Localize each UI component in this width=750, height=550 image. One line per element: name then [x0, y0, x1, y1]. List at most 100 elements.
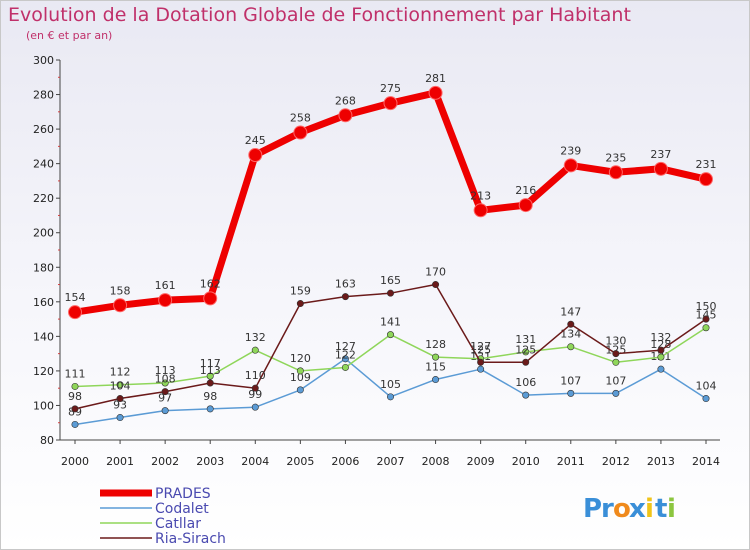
data-point [567, 389, 575, 397]
data-point [386, 393, 394, 401]
data-label: 158 [110, 284, 131, 297]
data-label: 99 [248, 388, 262, 401]
data-label: 141 [380, 316, 401, 329]
data-point [383, 96, 398, 111]
x-tick-label: 2014 [692, 455, 720, 468]
data-point [702, 395, 710, 403]
data-point [341, 355, 349, 363]
y-tick-label: 180 [33, 261, 54, 274]
data-label: 98 [203, 390, 217, 403]
data-label: 231 [696, 158, 717, 171]
y-tick-label: 80 [40, 434, 54, 447]
y-tick-label: 240 [33, 158, 54, 171]
data-point [432, 353, 440, 361]
data-label: 154 [65, 291, 86, 304]
chart-subtitle: (en € et par an) [26, 29, 112, 42]
series-prades: 154 158 161 162 245 258 268 275 281 213 216 239 235 2… [65, 72, 717, 320]
data-label: 109 [290, 371, 311, 384]
data-point [71, 382, 79, 390]
data-label: 125 [515, 343, 536, 356]
data-label: 107 [560, 374, 581, 387]
data-label: 105 [380, 378, 401, 391]
data-point [477, 365, 485, 373]
data-point [657, 346, 665, 354]
data-label: 113 [200, 364, 221, 377]
data-point [68, 305, 82, 320]
proxiti-logo: Pr ox i t i [583, 494, 676, 524]
data-label: 110 [245, 369, 266, 382]
data-point [161, 407, 169, 415]
x-tick-label: 2009 [467, 455, 495, 468]
x-tick-label: 2004 [241, 455, 269, 468]
data-label: 108 [155, 373, 176, 386]
data-point [608, 165, 623, 180]
y-tick-label: 280 [33, 89, 54, 102]
data-label: 122 [335, 348, 356, 361]
data-point [702, 315, 710, 323]
y-tick-label: 120 [33, 365, 54, 378]
data-label: 132 [245, 331, 266, 344]
data-label: 147 [560, 305, 581, 318]
legend-label-codalet: Codalet [155, 501, 209, 517]
logo-letter: P [583, 494, 602, 524]
data-label: 132 [650, 331, 671, 344]
data-point [296, 367, 304, 375]
data-label: 268 [335, 94, 356, 107]
data-label: 162 [200, 277, 221, 290]
data-point [296, 386, 304, 394]
data-point [612, 389, 620, 397]
data-label: 107 [605, 374, 626, 387]
data-point [293, 125, 308, 140]
data-point [341, 293, 349, 301]
data-label: 115 [425, 361, 446, 374]
y-tick-label: 100 [33, 399, 54, 412]
data-label: 128 [650, 338, 671, 351]
y-tick-label: 200 [33, 227, 54, 240]
data-point [161, 388, 169, 396]
x-tick-label: 2007 [377, 455, 405, 468]
data-point [518, 198, 533, 213]
data-label: 97 [158, 392, 172, 405]
data-point [71, 420, 79, 428]
data-label: 237 [650, 148, 671, 161]
logo-letter: r [601, 494, 614, 524]
data-point [206, 372, 214, 380]
logo-letter: t [655, 494, 667, 524]
data-point [296, 300, 304, 308]
data-label: 134 [560, 328, 581, 341]
x-tick-label: 2012 [602, 455, 630, 468]
series-layer: 8993979899109127105115121106107107121104… [65, 72, 717, 428]
data-point [386, 331, 394, 339]
data-label: 159 [290, 285, 311, 298]
axes: 80 100 120 140 160 180 200 220 240 260 280 300 2000 2… [33, 54, 720, 468]
data-label: 127 [335, 340, 356, 353]
data-label: 150 [696, 300, 717, 313]
logo-letter: i [667, 494, 676, 524]
y-tick-label: 220 [33, 192, 54, 205]
data-label: 127 [470, 340, 491, 353]
data-point [567, 320, 575, 328]
data-point [699, 172, 713, 187]
data-label: 161 [155, 279, 176, 292]
x-tick-label: 2002 [151, 455, 179, 468]
data-point [341, 363, 349, 371]
data-point [657, 365, 665, 373]
data-label: 104 [696, 380, 717, 393]
data-point [251, 346, 259, 354]
data-point [432, 376, 440, 384]
data-point [653, 161, 668, 176]
data-label: 117 [200, 357, 221, 370]
x-tick-label: 2005 [286, 455, 314, 468]
legend-label-catllar: Catllar [155, 516, 201, 532]
data-label: 112 [110, 366, 131, 379]
data-point [428, 85, 443, 100]
data-point [386, 289, 394, 297]
data-label: 170 [425, 266, 446, 279]
legend-label-prades: PRADES [155, 486, 211, 502]
logo-letter: x [629, 494, 646, 524]
x-tick-label: 2006 [331, 455, 359, 468]
